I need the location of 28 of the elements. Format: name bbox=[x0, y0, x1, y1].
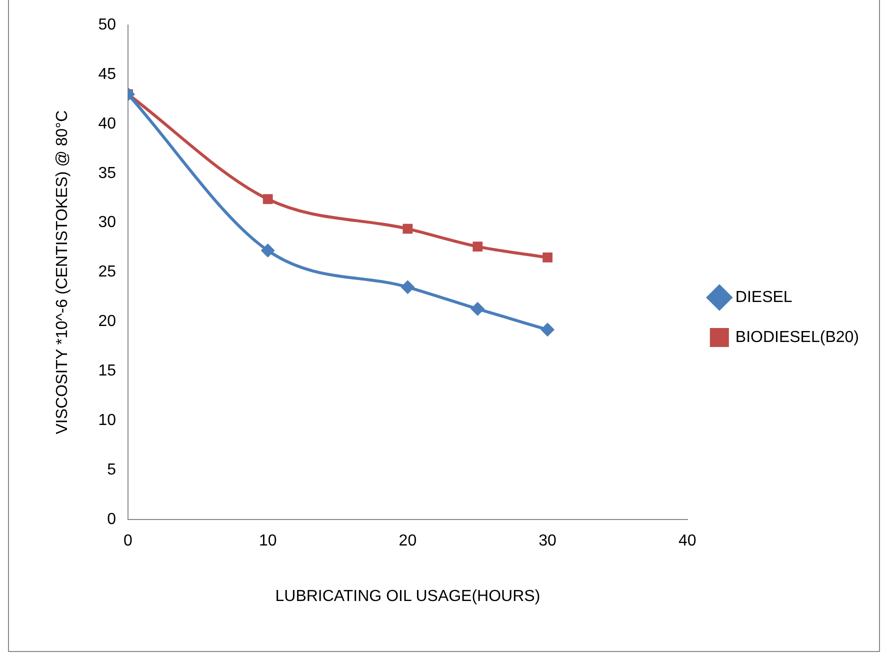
point bbox=[402, 224, 413, 234]
point bbox=[400, 280, 415, 294]
point bbox=[472, 242, 483, 252]
y-tick-label: 30 bbox=[98, 214, 116, 232]
legend-label: BIODIESEL(B20) bbox=[735, 328, 860, 346]
legend-label: DIESEL bbox=[735, 288, 792, 306]
point bbox=[470, 302, 485, 316]
point bbox=[542, 252, 552, 262]
y-tick-label: 5 bbox=[107, 462, 116, 479]
y-tick-label: 0 bbox=[107, 511, 116, 528]
x-tick-label: 30 bbox=[538, 532, 557, 550]
point bbox=[260, 244, 275, 258]
x-tick-label: 40 bbox=[678, 532, 696, 550]
y-tick-label: 40 bbox=[98, 115, 116, 132]
point bbox=[540, 322, 555, 337]
y-tick-label: 25 bbox=[98, 264, 116, 281]
y-tick-label: 20 bbox=[98, 313, 116, 330]
x-tick-label: 10 bbox=[258, 532, 277, 550]
y-tick-label: 15 bbox=[98, 362, 116, 380]
x-tick-label: 20 bbox=[398, 532, 417, 550]
point bbox=[262, 194, 273, 204]
y-tick-label: 10 bbox=[98, 412, 116, 430]
x-axis-title: LUBRICATING OIL USAGE(HOURS) bbox=[275, 588, 540, 605]
y-tick-label: 50 bbox=[98, 16, 116, 34]
y-tick-label: 45 bbox=[98, 66, 116, 83]
y-axis-title: VISCOSITY *10^-6 (CENTISTOKES) @ 80°C bbox=[54, 110, 72, 434]
y-tick-label: 35 bbox=[98, 164, 116, 182]
x-tick-label: 0 bbox=[124, 532, 133, 550]
